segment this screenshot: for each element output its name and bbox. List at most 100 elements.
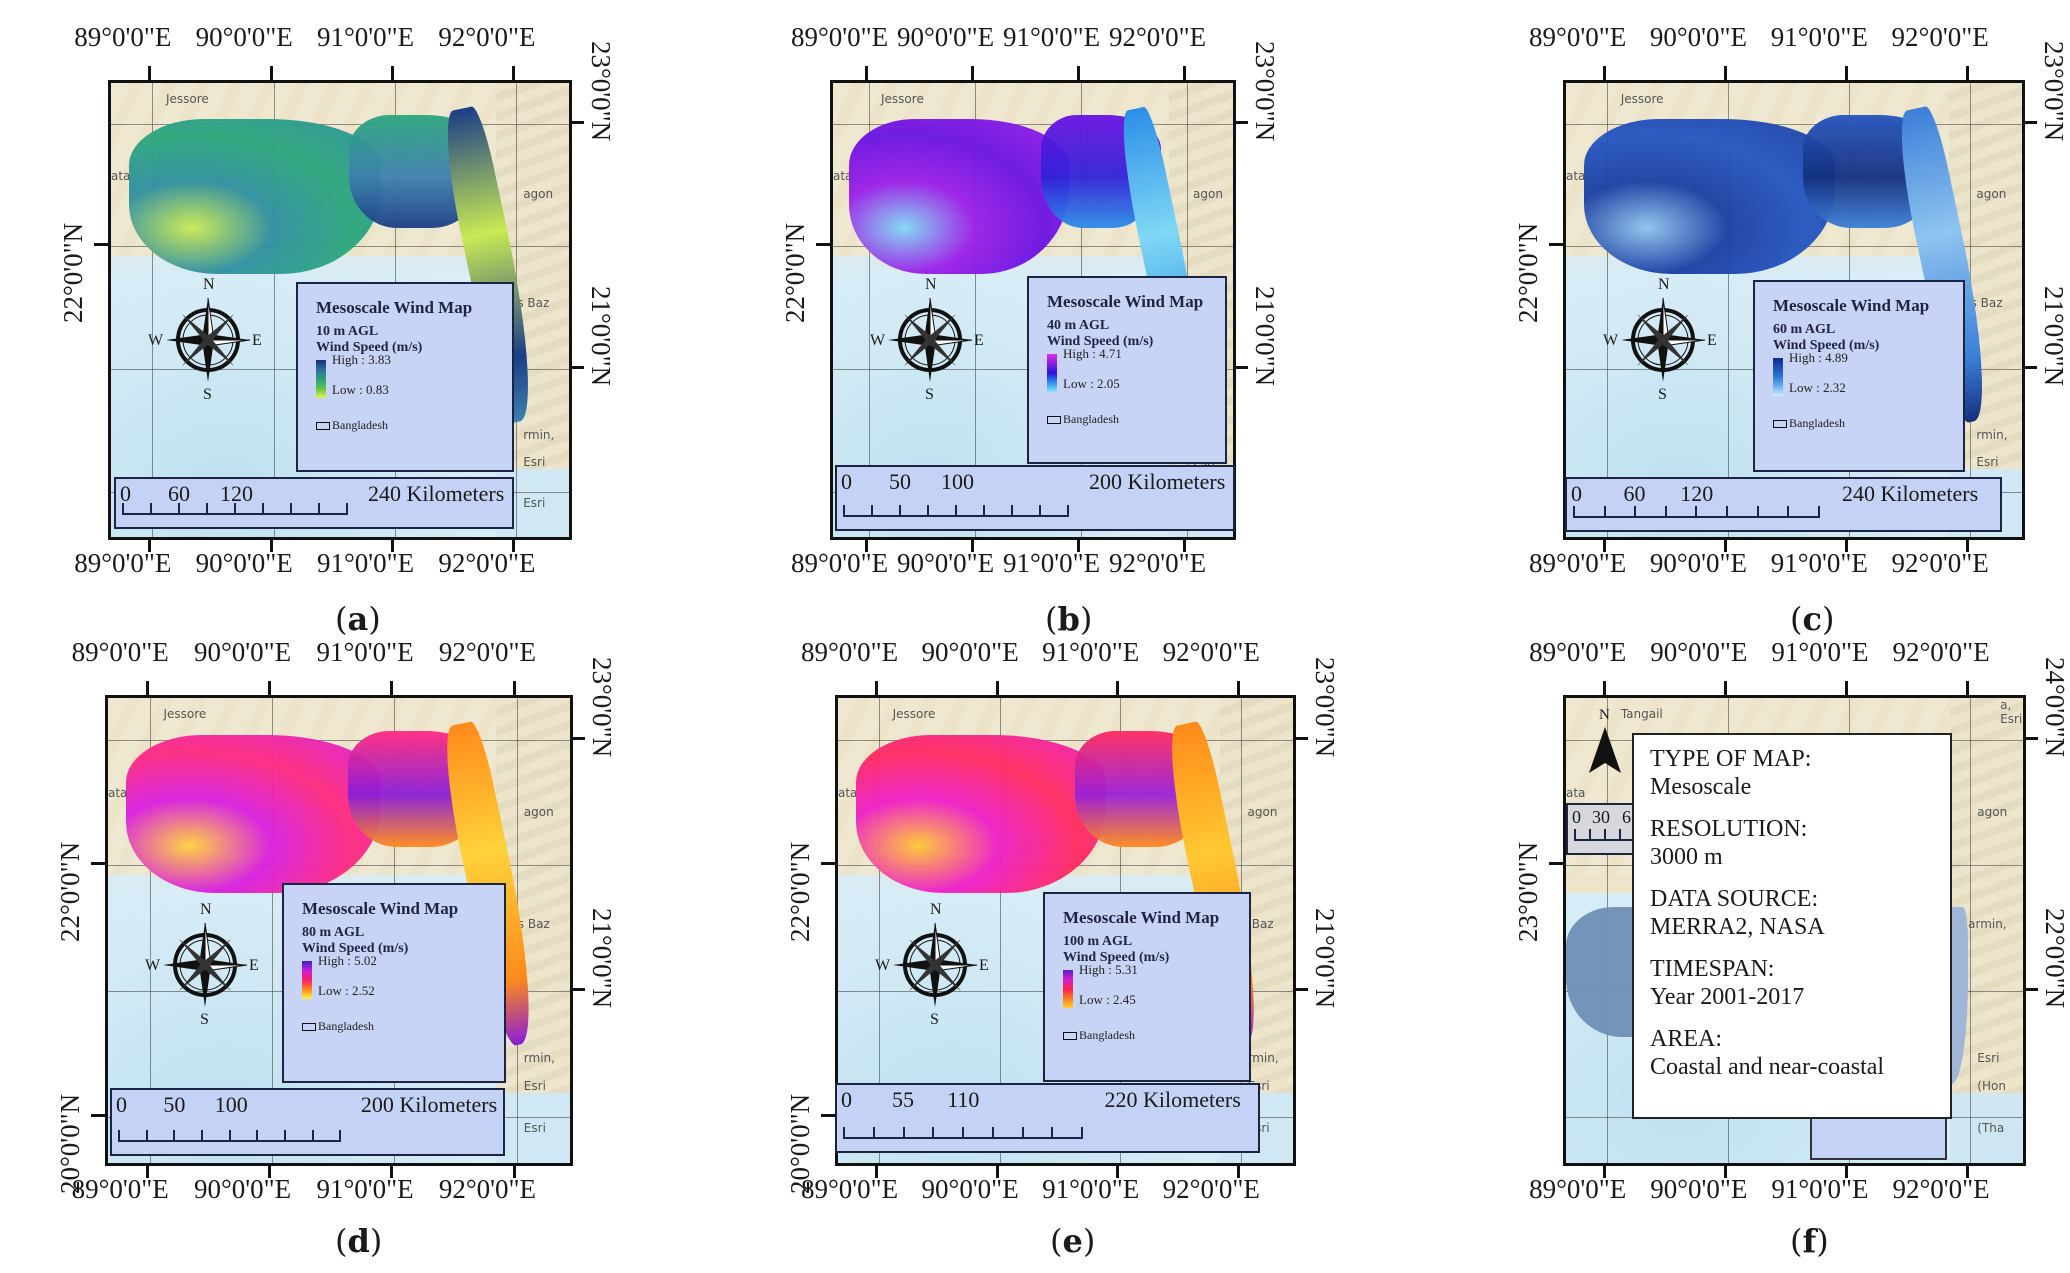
longitude-label: 90°0'0"E: [921, 1174, 1019, 1204]
scale-bar-tick: [150, 503, 152, 515]
scale-bar-label: 50: [163, 1092, 186, 1117]
longitude-label: 90°0'0"E: [1650, 637, 1748, 667]
metadata-value: Year 2001-2017: [1650, 984, 1805, 1010]
lon-tick: [865, 66, 868, 80]
basemap-place-label: Esri: [1976, 455, 1999, 470]
map-legend: Mesoscale Wind Map 100 m AGL Wind Speed (m…: [1043, 892, 1251, 1082]
compass-rose-glyph-icon: [166, 297, 251, 382]
lon-tick: [1844, 538, 1848, 552]
compass-e-label: E: [1707, 332, 1717, 349]
legend-height-agl: 80 m AGL: [302, 925, 365, 940]
longitude-label: 91°0'0"E: [1770, 548, 1868, 578]
legend-high-value: High : 5.02: [318, 953, 377, 968]
basemap-place-label: ata: [108, 786, 128, 801]
lon-tick: [971, 538, 974, 552]
compass-rose-glyph-icon: [163, 922, 248, 1007]
legend-height-agl: 60 m AGL: [1773, 322, 1836, 337]
lon-tick: [1236, 1164, 1240, 1178]
lon-tick: [1077, 538, 1080, 552]
scale-bar-tick: [843, 505, 845, 517]
scale-bar-label: 200 Kilometers: [1089, 469, 1226, 494]
graticule-line: [149, 698, 151, 1163]
scale-bar-tick: [1589, 829, 1591, 841]
basemap-place-label: Tangail: [1620, 707, 1663, 722]
basemap-place-label: rmin,: [523, 428, 555, 443]
compass-s-label: S: [930, 1011, 939, 1028]
metadata-key: AREA:: [1650, 1026, 1722, 1052]
lat-tick: [816, 243, 830, 247]
longitude-label: 92°0'0"E: [1109, 22, 1207, 52]
lon-tick: [1724, 681, 1728, 695]
scale-bar-tick: [871, 505, 873, 517]
legend-color-ramp: [1773, 358, 1783, 396]
legend-low-value: Low : 2.05: [1063, 376, 1120, 391]
lon-tick: [1965, 538, 1969, 552]
longitude-label: 90°0'0"E: [1649, 548, 1748, 578]
longitude-label: 91°0'0"E: [1770, 22, 1868, 52]
scale-bar-tick: [311, 1130, 314, 1142]
lon-tick: [995, 681, 999, 695]
scale-bar-tick: [283, 1130, 286, 1142]
scale-bar-labels: 0 50 100 200 Kilometers: [841, 469, 1229, 499]
lat-tick: [2024, 987, 2038, 991]
scale-bar-tick: [290, 503, 292, 515]
basemap-place-label: rmin,: [523, 1051, 555, 1066]
latitude-label: 21°0'0"N: [587, 907, 617, 1009]
scale-bar-label: 0: [1571, 481, 1582, 506]
compass-w-label: W: [870, 332, 886, 349]
boundary-swatch-icon: [1047, 415, 1061, 424]
lon-tick: [865, 538, 868, 552]
panel-caption: (d): [335, 1222, 383, 1260]
longitude-label: 92°0'0"E: [438, 1174, 537, 1204]
graticule-line: [833, 123, 1233, 125]
panel-caption: (e): [1050, 1222, 1096, 1260]
longitude-label: 90°0'0"E: [195, 22, 293, 52]
basemap-place-label: 's Baz: [1967, 296, 2003, 311]
lat-tick: [2023, 366, 2037, 370]
legend-boundary-label: Bangladesh: [1079, 1028, 1135, 1042]
legend-color-ramp-row: High : 5.02 Low : 2.52: [302, 953, 486, 1005]
compass-n-label: N: [203, 276, 215, 293]
basemap-place-label: (Hon: [1977, 1079, 2006, 1094]
compass-s-label: S: [1658, 386, 1667, 403]
map-legend: Mesoscale Wind Map 60 m AGL Wind Speed (m/…: [1753, 280, 1965, 472]
basemap-place-label: Esri: [523, 1079, 546, 1094]
lon-tick: [995, 1164, 999, 1178]
compass-rose-icon: N S E W: [875, 901, 995, 1028]
legend-boundary-entry: Bangladesh: [1773, 416, 1945, 431]
longitude-label: 92°0'0"E: [1891, 22, 1989, 52]
latitude-label: 22°0'0"N: [2040, 907, 2070, 1009]
longitude-label: 91°0'0"E: [1771, 1174, 1869, 1204]
lon-tick: [1845, 1164, 1849, 1178]
lat-tick: [1234, 120, 1248, 124]
scale-bar-tick: [1081, 1127, 1083, 1139]
compass-w-label: W: [145, 957, 161, 974]
basemap-place-label: a, Esri: [2000, 698, 2023, 726]
metadata-value: 3000 m: [1650, 844, 1723, 870]
scale-bar-tick: [1634, 506, 1637, 518]
panel-caption-letter: f: [1802, 1222, 1817, 1260]
wind-speed-raster-west: [126, 735, 381, 894]
scale-bar-label: 110: [947, 1087, 980, 1112]
longitude-label: 91°0'0"E: [316, 1174, 414, 1204]
longitude-label: 91°0'0"E: [316, 22, 415, 52]
lon-tick: [390, 538, 394, 552]
basemap-place-label: ata: [1566, 169, 1586, 184]
scale-bar-tick: [1603, 506, 1606, 518]
scale-bar-tick: [1011, 505, 1013, 517]
lon-tick: [1603, 66, 1607, 80]
basemap-place-label: rmin,: [1976, 428, 2008, 443]
compass-e-label: E: [249, 957, 259, 974]
graticule-line: [152, 83, 154, 537]
lon-tick: [1116, 681, 1120, 695]
graticule-line: [1727, 83, 1729, 537]
longitude-label: 92°0'0"E: [1162, 1174, 1260, 1204]
basemap-place-label: (Tha: [1977, 1121, 2005, 1136]
scale-bar-tick: [991, 1127, 994, 1139]
latitude-label: 23°0'0"N: [1250, 40, 1280, 142]
lon-tick: [145, 1164, 149, 1178]
lon-tick: [874, 1164, 878, 1178]
basemap-place-label: ata: [833, 169, 853, 184]
longitude-label: 90°0'0"E: [897, 22, 995, 52]
scale-bar-label: 240 Kilometers: [1841, 481, 1979, 506]
